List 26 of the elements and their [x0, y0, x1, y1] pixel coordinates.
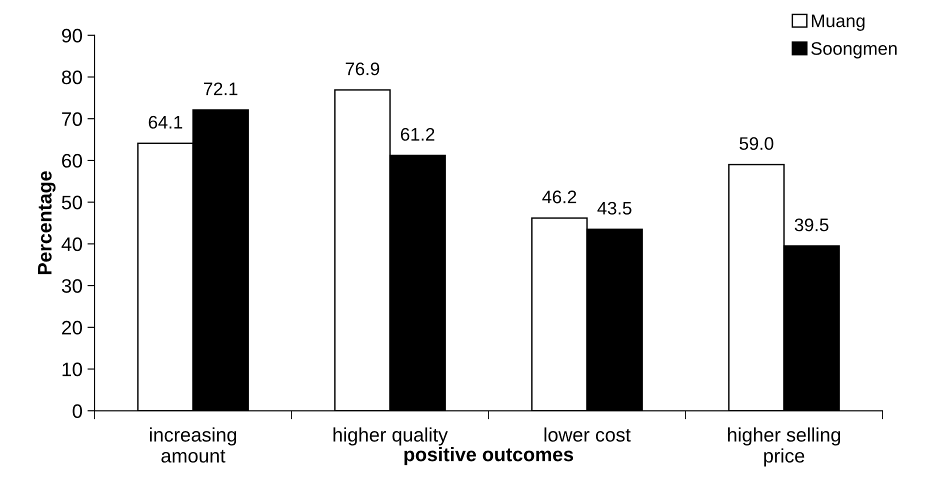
- data-label: 46.2: [542, 190, 576, 204]
- y-tick-label: 0: [72, 404, 82, 418]
- x-tick-label: lower cost: [544, 427, 631, 442]
- y-axis-title: Percentage: [38, 171, 56, 274]
- y-tick-label: 10: [62, 362, 82, 376]
- data-label: 76.9: [346, 62, 380, 76]
- y-tick-label: 80: [62, 70, 82, 84]
- data-label: 39.5: [794, 218, 828, 232]
- x-tick-label: increasing amount: [150, 427, 236, 463]
- y-tick-label: 60: [62, 154, 82, 168]
- y-tick-label: 70: [62, 112, 82, 126]
- data-label: 43.5: [597, 202, 632, 215]
- x-tick-label: higher quality: [334, 427, 448, 446]
- y-tick-label: 90: [62, 28, 82, 43]
- data-label: 59.0: [740, 137, 774, 150]
- y-tick-label: 40: [62, 237, 82, 252]
- legend-label: Muang: [812, 14, 864, 31]
- legend-label: Soongmen: [811, 42, 897, 58]
- y-tick-label: 50: [62, 196, 82, 210]
- data-label: 72.1: [204, 82, 238, 96]
- data-label: 61.2: [400, 128, 434, 141]
- y-tick-label: 30: [62, 279, 82, 293]
- x-tick-label: higher selling price: [728, 427, 840, 466]
- data-label: 64.1: [148, 116, 182, 129]
- x-axis-title: positive outcomes: [404, 447, 574, 466]
- y-tick-label: 20: [62, 320, 82, 335]
